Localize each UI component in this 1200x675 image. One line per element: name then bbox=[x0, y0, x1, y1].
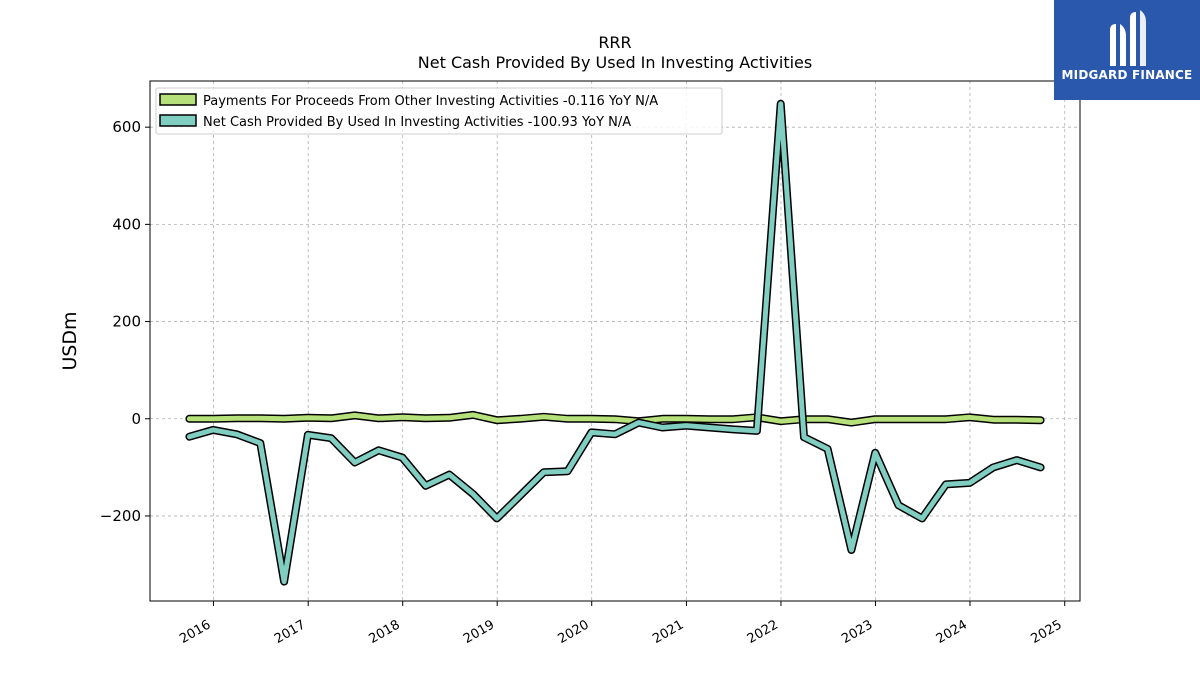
x-ticks: 2016 2017 2018 2019 2020 2021 2022 2023 2024 2025 bbox=[177, 601, 1066, 647]
grid-layer bbox=[150, 81, 1080, 601]
legend-label-payments: Payments For Proceeds From Other Investi… bbox=[203, 94, 658, 109]
series-line-net-cash-outline bbox=[185, 99, 1045, 586]
y-ticks: −200 0 200 400 600 bbox=[100, 118, 150, 525]
x-tick-label: 2017 bbox=[272, 617, 308, 647]
x-tick-label: 2025 bbox=[1029, 617, 1065, 647]
x-tick-label: 2020 bbox=[556, 617, 592, 647]
y-tick-label: 400 bbox=[112, 215, 141, 233]
series-line-net-cash bbox=[186, 101, 1044, 585]
legend-swatch-payments bbox=[159, 93, 197, 106]
x-tick-label: 2018 bbox=[367, 617, 403, 647]
legend: Payments For Proceeds From Other Investi… bbox=[155, 87, 723, 135]
x-tick-label: 2019 bbox=[461, 617, 497, 647]
x-tick-label: 2021 bbox=[650, 617, 686, 647]
x-tick-label: 2016 bbox=[177, 617, 213, 647]
legend-swatch-net-cash bbox=[159, 114, 197, 127]
x-tick-label: 2022 bbox=[745, 617, 781, 647]
series-line-payments bbox=[186, 412, 1044, 426]
brand-logo: MIDGARD FINANCE bbox=[1054, 0, 1200, 100]
y-tick-label: −200 bbox=[100, 507, 141, 525]
y-tick-label: 600 bbox=[112, 118, 141, 136]
y-axis-label: USDm bbox=[59, 311, 81, 370]
legend-label-net-cash: Net Cash Provided By Used In Investing A… bbox=[203, 115, 631, 130]
brand-name: MIDGARD FINANCE bbox=[1061, 68, 1193, 82]
series-layer bbox=[185, 99, 1045, 586]
legend-box bbox=[155, 87, 723, 135]
chart-subtitle: Net Cash Provided By Used In Investing A… bbox=[418, 53, 812, 72]
x-tick-label: 2023 bbox=[839, 617, 875, 647]
y-tick-label: 200 bbox=[112, 313, 141, 331]
midgard-logo-icon bbox=[1110, 10, 1146, 66]
plot-frame bbox=[149, 80, 1081, 602]
x-tick-label: 2024 bbox=[934, 617, 970, 647]
chart-title: RRR bbox=[598, 33, 631, 52]
y-tick-label: 0 bbox=[131, 410, 141, 428]
